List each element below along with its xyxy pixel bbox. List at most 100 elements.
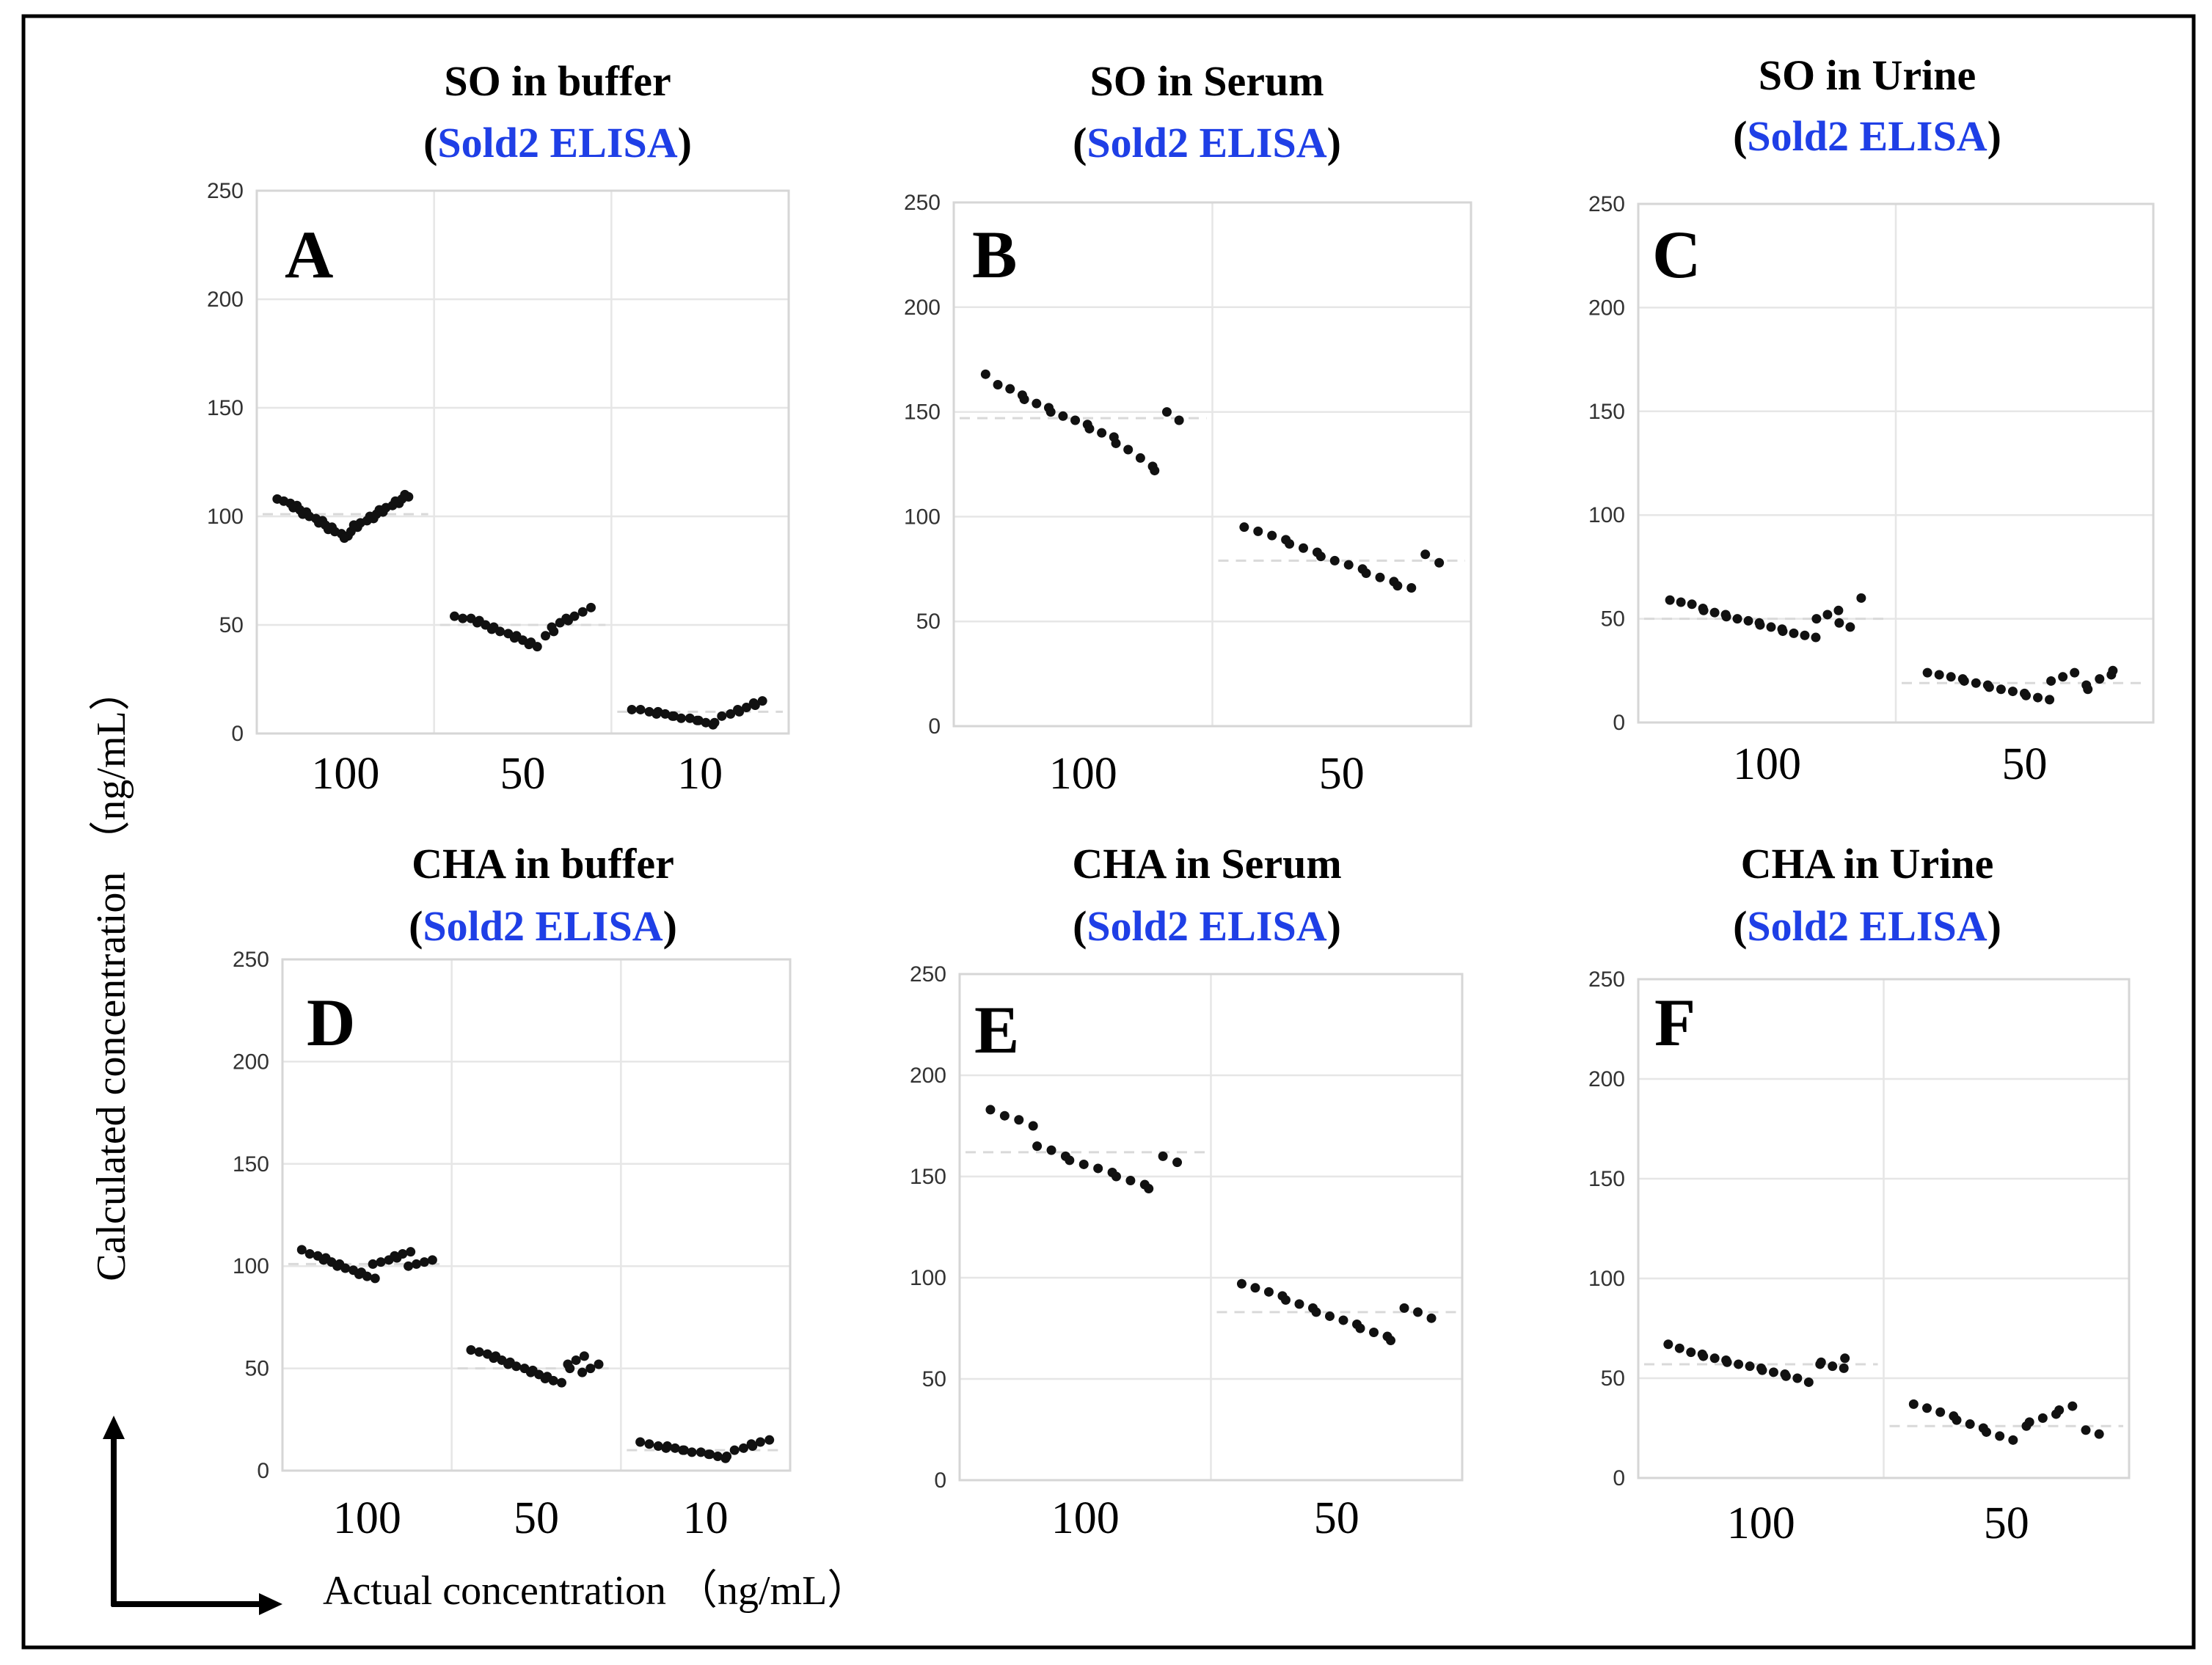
data-point <box>2058 672 2068 682</box>
y-tick-label: 200 <box>904 296 941 320</box>
data-point <box>489 1353 499 1364</box>
data-point <box>1434 557 1445 568</box>
data-point <box>503 1359 514 1369</box>
panel-letter: E <box>974 992 1019 1067</box>
data-point <box>563 1359 573 1369</box>
y-tick-label: 200 <box>910 1064 946 1088</box>
subtitle-method: Sold2 ELISA <box>1087 119 1326 166</box>
data-point <box>1665 595 1675 605</box>
data-point <box>398 1248 408 1259</box>
x-axis-label: Actual concentration （ng/mL） <box>323 1568 868 1614</box>
data-point <box>466 1345 476 1355</box>
panel-letter: C <box>1652 217 1701 292</box>
data-point <box>556 1377 566 1388</box>
data-point <box>2007 687 2018 697</box>
subtitle-open-paren: ( <box>409 902 423 950</box>
panel-subtitle: (Sold2 ELISA) <box>1073 902 1341 950</box>
y-tick-label: 200 <box>233 1050 269 1074</box>
data-point <box>1111 1171 1121 1182</box>
x-tick-label: 10 <box>677 749 723 799</box>
data-point <box>1755 620 1765 630</box>
data-point <box>1981 1427 1991 1437</box>
subtitle-open-paren: ( <box>1733 112 1747 160</box>
data-point <box>1150 466 1160 476</box>
y-tick-label: 200 <box>1588 1067 1625 1091</box>
data-point <box>1934 670 1944 680</box>
data-point <box>1698 1351 1709 1361</box>
subtitle-close-paren: ) <box>663 902 677 950</box>
data-point <box>685 713 695 723</box>
data-point <box>340 1263 351 1273</box>
y-tick-label: 100 <box>207 505 244 529</box>
data-point <box>594 1359 604 1369</box>
panel-subtitle: (Sold2 ELISA) <box>1733 902 2001 950</box>
y-tick-label: 150 <box>233 1152 269 1177</box>
data-point <box>1399 1303 1409 1313</box>
data-point <box>1800 630 1810 640</box>
data-point <box>390 1251 400 1261</box>
plot-area <box>255 189 790 735</box>
subtitle-open-paren: ( <box>1073 119 1087 166</box>
data-point <box>755 1437 765 1447</box>
data-point <box>368 1259 378 1269</box>
subtitle-close-paren: ) <box>678 119 692 166</box>
data-point <box>708 720 718 730</box>
data-point <box>450 611 459 621</box>
data-point <box>1816 1357 1826 1367</box>
data-point <box>1161 407 1172 417</box>
data-point <box>376 1257 386 1267</box>
subtitle-method: Sold2 ELISA <box>1747 902 1987 950</box>
data-point <box>1019 394 1029 404</box>
data-point <box>1125 1176 1136 1186</box>
data-point <box>738 1443 748 1453</box>
subtitle-close-paren: ) <box>1987 902 2001 950</box>
panel-letter: F <box>1654 985 1695 1060</box>
y-tick-label: 50 <box>916 610 941 634</box>
data-point <box>1721 612 1731 622</box>
y-tick-label: 50 <box>1601 607 1625 632</box>
data-point <box>1745 1361 1755 1372</box>
data-point <box>1361 568 1371 579</box>
data-point <box>644 1439 654 1449</box>
data-point <box>701 717 711 728</box>
panel-title: SO in Urine <box>1759 51 1976 99</box>
y-tick-label: 250 <box>910 962 946 987</box>
subtitle-close-paren: ) <box>1327 902 1341 950</box>
data-point <box>304 1248 315 1259</box>
data-point <box>1996 684 2006 695</box>
data-point <box>1263 1287 1274 1297</box>
data-point <box>332 1261 343 1271</box>
data-point <box>1734 1359 1744 1369</box>
subtitle-open-paren: ( <box>1073 902 1087 950</box>
panel-E: CHA in Serum (Sold2 ELISA) 0 50 100 150 200 250… <box>910 840 1464 1543</box>
data-point <box>2024 1417 2034 1427</box>
data-point <box>1338 1315 1348 1325</box>
panel-title: CHA in buffer <box>412 840 674 888</box>
panel-C: SO in Urine(Sold2 ELISA)050100150200250C… <box>1588 51 2155 789</box>
data-point <box>1123 444 1134 455</box>
data-point <box>1315 552 1326 562</box>
data-point <box>1674 1343 1684 1353</box>
y-tick-label: 250 <box>1588 192 1625 216</box>
data-point <box>1324 1311 1335 1321</box>
data-point <box>1803 1377 1814 1387</box>
data-point <box>2033 692 2043 703</box>
y-tick-label: 50 <box>219 613 244 637</box>
data-point <box>2037 1413 2048 1423</box>
data-point <box>1921 1403 1932 1413</box>
data-point <box>1768 1367 1778 1377</box>
data-point <box>1005 384 1015 394</box>
data-point <box>757 696 767 706</box>
data-point <box>1822 610 1833 620</box>
data-point <box>1046 1145 1056 1155</box>
data-point <box>1093 1163 1103 1174</box>
data-point <box>586 602 596 612</box>
data-point <box>985 1105 996 1115</box>
data-point <box>1285 539 1295 549</box>
data-point <box>1834 618 1844 628</box>
data-point <box>712 1451 723 1461</box>
y-tick-label: 100 <box>910 1266 946 1290</box>
panels: SO in buffer(Sold2 ELISA)050100150200250… <box>207 51 2155 1548</box>
data-point <box>1676 597 1686 607</box>
y-tick-label: 0 <box>1613 711 1625 735</box>
